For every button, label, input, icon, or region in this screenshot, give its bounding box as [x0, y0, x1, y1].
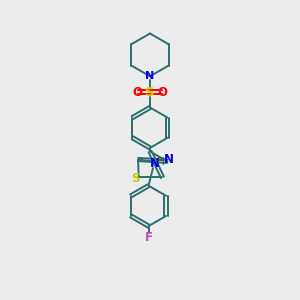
Text: N: N [146, 71, 154, 81]
Text: F: F [145, 231, 152, 244]
Text: O: O [133, 85, 142, 98]
Text: H: H [157, 157, 165, 166]
Text: O: O [158, 85, 167, 98]
Text: N: N [164, 153, 174, 166]
Text: N: N [149, 158, 160, 170]
Text: S: S [145, 85, 155, 98]
Text: S: S [131, 172, 140, 185]
